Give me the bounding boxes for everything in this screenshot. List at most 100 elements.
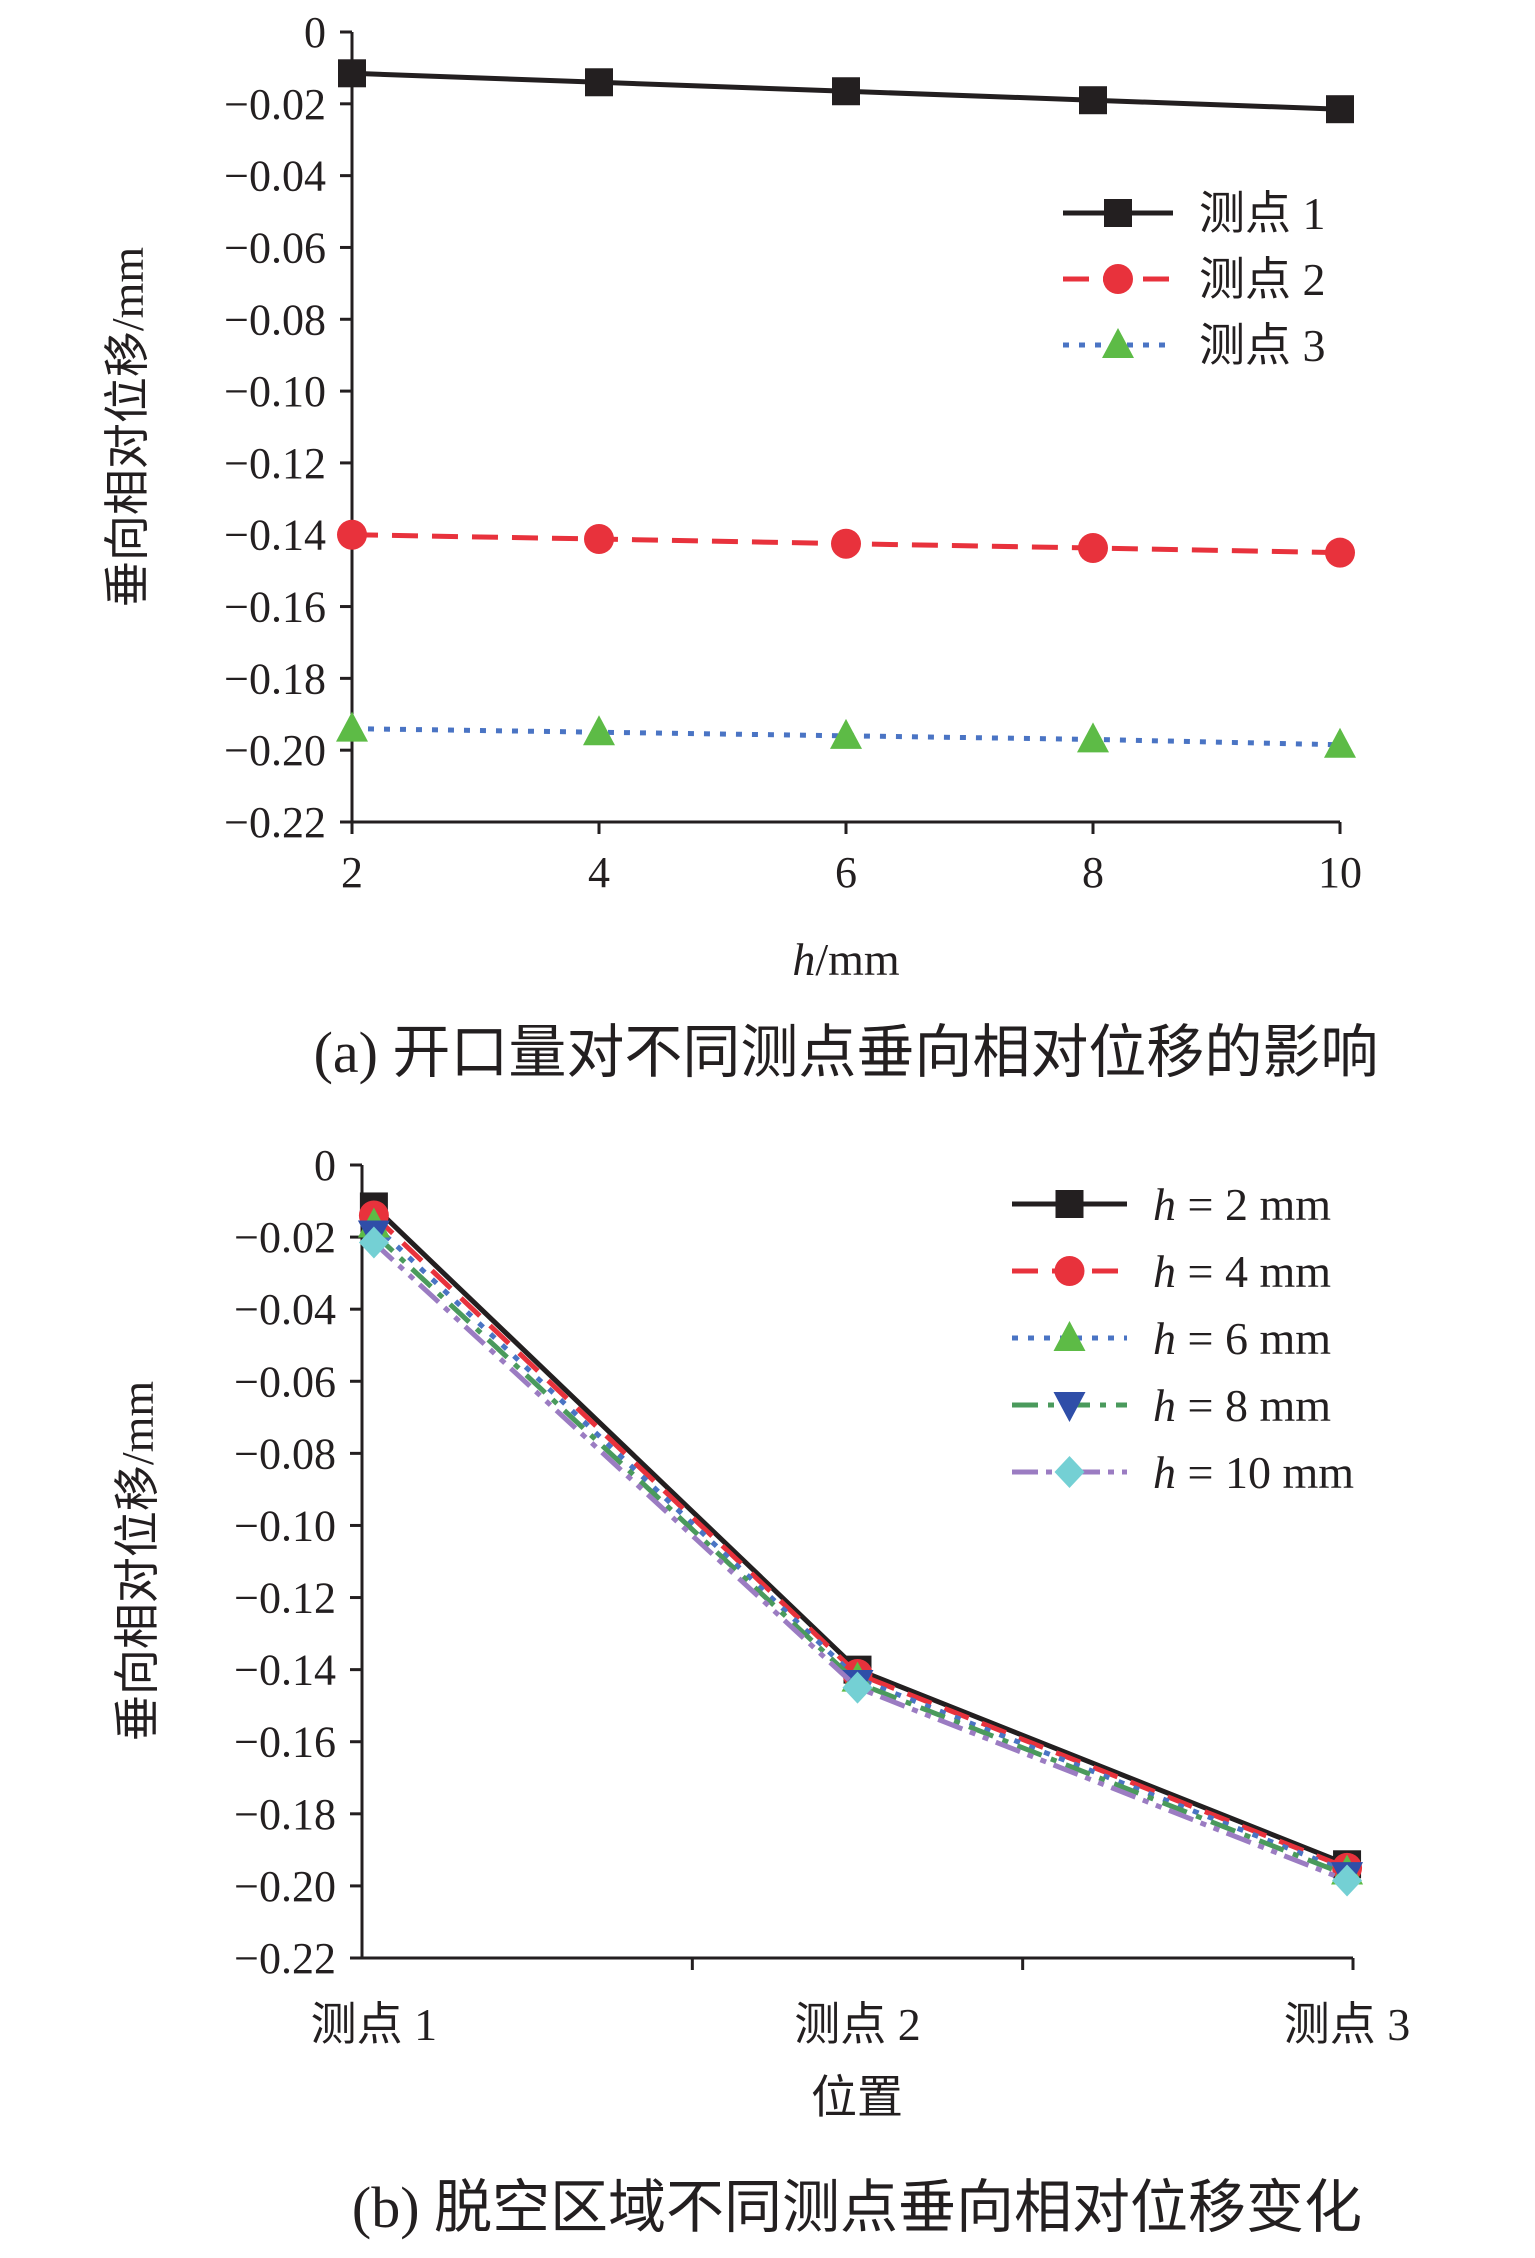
chart-a-y-tick-label: −0.06 [224, 223, 326, 272]
chart-a-series-2-point [831, 528, 861, 559]
chart-a-legend-marker [1104, 199, 1132, 227]
chart-b-y-tick-label: −0.12 [234, 1574, 336, 1623]
chart-b-legend-label-var: h [1153, 1246, 1176, 1297]
chart-a-series-1-point [1079, 86, 1107, 115]
chart-a-series-3-point [1077, 722, 1109, 753]
chart-a-y-tick-label: 0 [304, 8, 326, 57]
chart-a-x-label-unit: /mm [815, 934, 900, 985]
chart-a-series-1-point [585, 68, 613, 97]
chart-a-x-tick-label: 6 [835, 848, 857, 897]
chart-a-x-ticks: 2 4 6 8 10 [341, 822, 1362, 897]
chart-a-series-2-point [337, 519, 367, 550]
chart-a-caption: (a) 开口量对不同测点垂向相对位移的影响 [314, 1020, 1379, 1085]
chart-a-x-tick-label: 10 [1318, 848, 1362, 897]
chart-b-y-tick-label: −0.14 [234, 1646, 336, 1695]
chart-b-legend-marker [1054, 1456, 1085, 1488]
chart-a-series-1-point [832, 77, 860, 106]
chart-a-x-tick-label: 8 [1082, 848, 1104, 897]
chart-a-legend-label: 测点 3 [1199, 320, 1326, 371]
chart-b-y-tick-label: −0.06 [234, 1357, 336, 1406]
chart-b-x-category-label: 测点 2 [794, 1999, 921, 2050]
chart-b-series-5-point [358, 1226, 389, 1259]
chart-a-y-tick-label: −0.16 [224, 583, 326, 632]
chart-a-series-3-point [1324, 727, 1356, 758]
chart-a-legend-marker [1102, 328, 1134, 358]
chart-a-y-tick-label: −0.14 [224, 511, 326, 560]
chart-b-series-1-line [372, 1204, 1348, 1867]
chart-a-axes [350, 32, 1340, 824]
chart-b-legend-label-value: = 10 mm [1176, 1447, 1354, 1498]
chart-b-legend-marker [1054, 1256, 1085, 1286]
chart-b-y-tick-label: −0.08 [234, 1429, 336, 1478]
chart-b-legend-label-value: = 6 mm [1176, 1313, 1331, 1364]
chart-b-y-tick-label: 0 [314, 1141, 336, 1190]
chart-a-legend-label: 测点 2 [1199, 254, 1326, 305]
chart-a-series-3-point [336, 711, 368, 742]
chart-a-x-tick-label: 4 [588, 848, 610, 897]
chart-b-legend-label: h = 4 mm [1153, 1246, 1331, 1297]
chart-a-y-tick-label: −0.02 [224, 80, 326, 129]
chart-b-x-ticks: 测点 1 测点 2 测点 3 [311, 1958, 1411, 2050]
chart-a-y-tick-label: −0.12 [224, 439, 326, 488]
chart-a-y-tick-label: −0.08 [224, 295, 326, 344]
chart-b-legend-label-value: = 4 mm [1176, 1246, 1331, 1297]
chart-b-axes [360, 1165, 1353, 1960]
chart-a-legend-marker [1103, 264, 1133, 294]
chart-a: 0 −0.02 −0.04 −0.06 −0.08 −0.10 −0.12 −0.14 −0.1… [102, 8, 1378, 1085]
chart-b-x-category-label: 测点 1 [311, 1999, 438, 2050]
chart-b-y-tick-label: −0.22 [234, 1934, 336, 1983]
chart-b-caption: (b) 脱空区域不同测点垂向相对位移变化 [352, 2175, 1362, 2240]
chart-a-series-3-point [583, 715, 615, 746]
chart-b-x-label: 位置 [811, 2072, 903, 2123]
chart-b-y-label: 垂向相对位移/mm [112, 1381, 163, 1742]
chart-b-y-tick-label: −0.02 [234, 1213, 336, 1262]
chart-b-y-tick-label: −0.20 [234, 1862, 336, 1911]
chart-a-y-tick-label: −0.18 [224, 654, 326, 703]
chart-b-legend-label: h = 2 mm [1153, 1179, 1331, 1230]
chart-a-y-tick-label: −0.04 [224, 152, 326, 201]
chart-b-y-tick-label: −0.18 [234, 1790, 336, 1839]
chart-b-legend-marker [1053, 1321, 1086, 1351]
chart-b-x-category-label: 测点 3 [1284, 1999, 1411, 2050]
chart-a-y-label: 垂向相对位移/mm [102, 247, 153, 608]
chart-a-series-3-point [830, 718, 862, 749]
chart-a-legend: 测点 1 测点 2 测点 3 [1063, 188, 1326, 371]
chart-b-legend-label-value: = 2 mm [1176, 1179, 1331, 1230]
chart-b-legend-label: h = 6 mm [1153, 1313, 1331, 1364]
chart-a-series-2-point [1078, 533, 1108, 564]
chart-b-legend-marker [1055, 1190, 1084, 1218]
chart-a-legend-label: 测点 1 [1199, 188, 1326, 239]
chart-a-series-1-point [338, 59, 366, 88]
chart-a-series-1-point [1326, 95, 1354, 124]
chart-b-series [357, 1192, 1364, 1897]
chart-a-series-3-line [351, 726, 1341, 748]
chart-b-series-5-point [842, 1671, 873, 1704]
chart-b-legend-label-var: h [1153, 1313, 1176, 1364]
chart-a-x-tick-label: 2 [341, 848, 363, 897]
chart-b-legend-label-var: h [1153, 1447, 1176, 1498]
chart-b-legend-label: h = 8 mm [1153, 1380, 1331, 1431]
chart-b-series-2-line [372, 1213, 1348, 1871]
chart-a-series-2-point [1325, 537, 1355, 568]
chart-a-y-tick-label: −0.22 [224, 798, 326, 847]
chart-b-legend-label-var: h [1153, 1380, 1176, 1431]
chart-a-x-label: h/mm [792, 934, 900, 985]
chart-b-legend-label-var: h [1153, 1179, 1176, 1230]
chart-b-legend-marker [1053, 1392, 1086, 1422]
chart-b-y-tick-label: −0.16 [234, 1718, 336, 1767]
chart-b-legend-label: h = 10 mm [1153, 1447, 1354, 1498]
chart-b-series-5-point [1332, 1864, 1363, 1897]
chart-b-legend: h = 2 mmh = 4 mmh = 6 mmh = 8 mmh = 10 m… [1012, 1179, 1354, 1498]
chart-a-series-2-point [584, 524, 614, 555]
chart-b: 0 −0.02 −0.04 −0.06 −0.08 −0.10 −0.12 −0.14 −0.1… [112, 1141, 1410, 2240]
chart-a-y-tick-label: −0.10 [224, 367, 326, 416]
chart-a-x-label-var: h [792, 934, 815, 985]
chart-a-series [336, 59, 1356, 758]
chart-b-legend-label-value: = 8 mm [1176, 1380, 1331, 1431]
chart-b-y-tick-label: −0.10 [234, 1501, 336, 1550]
chart-a-y-tick-label: −0.20 [224, 726, 326, 775]
chart-b-y-ticks: 0 −0.02 −0.04 −0.06 −0.08 −0.10 −0.12 −0.14 −0.1… [234, 1141, 362, 1983]
chart-a-y-ticks: 0 −0.02 −0.04 −0.06 −0.08 −0.10 −0.12 −0.14 −0.1… [224, 8, 352, 847]
chart-b-y-tick-label: −0.04 [234, 1285, 336, 1334]
